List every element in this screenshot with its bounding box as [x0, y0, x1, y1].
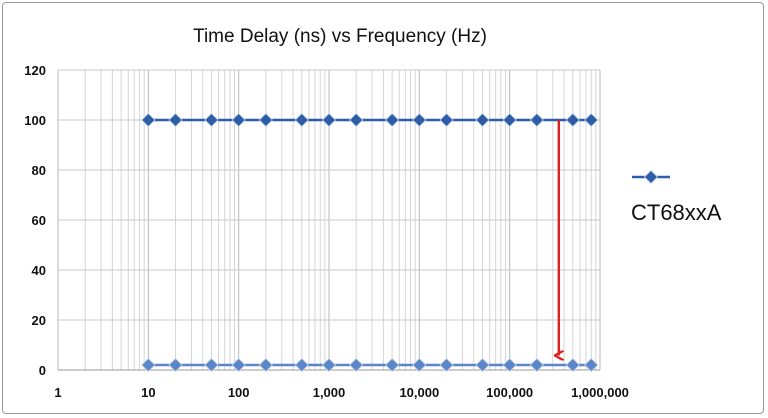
data-point [231, 357, 246, 373]
data-point [385, 357, 400, 373]
data-point [294, 112, 309, 128]
data-point [258, 357, 273, 373]
data-point [141, 357, 156, 373]
y-tick-label: 60 [32, 213, 46, 228]
data-point [565, 112, 580, 128]
data-point [204, 357, 219, 373]
chart-title: Time Delay (ns) vs Frequency (Hz) [193, 26, 487, 47]
series-1 [141, 112, 599, 128]
data-point [502, 112, 517, 128]
data-point [321, 112, 337, 128]
data-point [584, 357, 599, 373]
x-tick-label: 100,000 [486, 385, 533, 400]
x-tick-label: 100 [228, 385, 250, 400]
data-point [475, 112, 490, 128]
y-tick-label: 20 [32, 313, 46, 328]
data-point [475, 357, 490, 373]
data-point [204, 112, 219, 128]
data-point [412, 357, 427, 373]
legend: CT68xxA [631, 169, 722, 225]
y-tick-label: 120 [24, 63, 46, 78]
x-tick-label: 1,000 [313, 385, 346, 400]
data-point [168, 112, 183, 128]
y-tick-label: 40 [32, 263, 46, 278]
data-point [168, 357, 183, 373]
data-point [294, 357, 309, 373]
data-point [141, 112, 156, 128]
x-tick-label: 1 [54, 385, 61, 400]
data-point [385, 112, 400, 128]
legend-label: CT68xxA [631, 200, 722, 225]
data-point [321, 357, 337, 373]
data-point [349, 112, 364, 128]
data-point [439, 112, 454, 128]
data-point [231, 112, 246, 128]
data-point [529, 112, 544, 128]
data-point [584, 112, 599, 128]
data-point [349, 357, 364, 373]
data-point [502, 357, 517, 373]
x-tick-label: 10,000 [399, 385, 439, 400]
series [141, 112, 599, 373]
series-2 [141, 357, 599, 373]
y-tick-label: 80 [32, 163, 46, 178]
y-tick-label: 0 [39, 363, 46, 378]
y-tick-label: 100 [24, 113, 46, 128]
data-point [643, 169, 659, 185]
data-point [412, 112, 427, 128]
data-point [258, 112, 273, 128]
x-tick-label: 10 [141, 385, 155, 400]
x-tick-label: 1,000,000 [571, 385, 629, 400]
data-point [529, 357, 544, 373]
data-point [439, 357, 454, 373]
data-point [565, 357, 580, 373]
